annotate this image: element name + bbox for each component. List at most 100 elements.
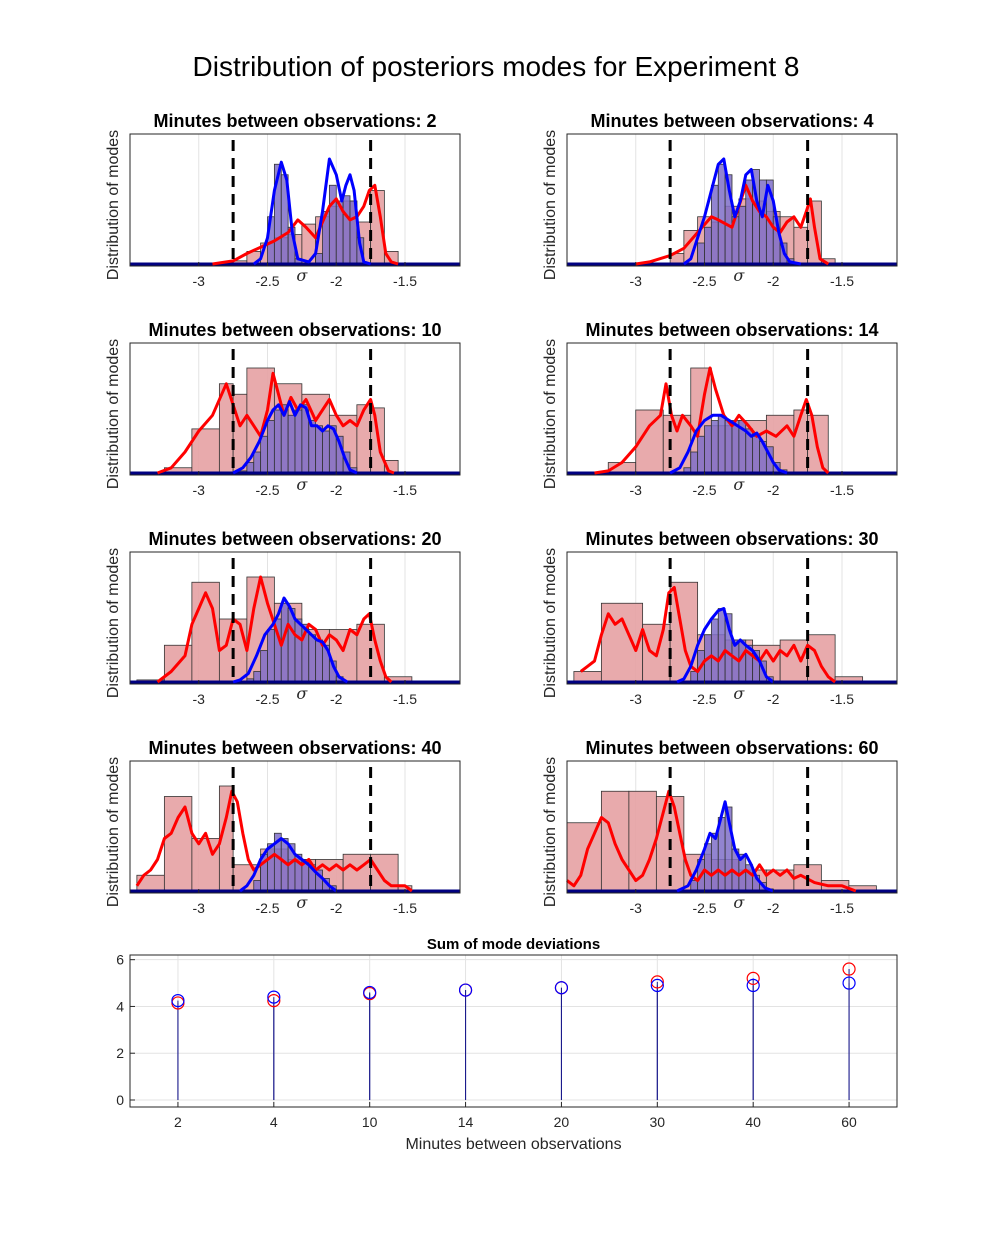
red-density-curve [135,789,413,893]
axes-frame [566,551,898,685]
red-hist-bar [342,853,372,892]
stem-marker [267,990,281,1004]
x-tick-label: -2.5 [255,273,279,289]
x-tick-label: -2.5 [692,691,716,707]
y-axis-label: Distribution of modes [542,339,559,489]
red-density-curve [579,586,837,684]
blue-hist-bar [287,414,296,474]
blue-density-curve [676,607,775,684]
blue-hist-bar [710,184,719,265]
blue-hist-bar [273,409,282,474]
blue-hist-bar [690,451,699,474]
stem-x-axis-label: Minutes between observations [405,1136,621,1153]
x-tick-label: 14 [458,1114,474,1130]
x-tick-label: -3 [193,482,206,498]
x-tick-label: -1.5 [830,900,854,916]
blue-hist-bar [267,629,275,683]
blue-hist-bar [717,163,726,265]
stem-marker [746,971,760,985]
x-tick-label: -3 [193,273,206,289]
stem-marker [267,993,281,1008]
blue-hist-bar [710,832,719,892]
blue-hist-bar [717,414,726,474]
blue-hist-bar [253,880,262,892]
stem-marker [842,976,856,990]
x-tick-label: 60 [841,1114,857,1130]
blue-hist-bar [294,409,303,474]
x-tick-label: 10 [362,1114,378,1130]
x-tick-label: -2.5 [255,691,279,707]
x-tick-label: -2 [330,691,343,707]
stem-plot-area [130,955,897,1107]
x-tick-label: -2 [767,273,780,289]
histogram-panel: -3 -2.5 -2 -1.5 Minutes between observations… [105,738,461,916]
x-tick-label: 4 [270,1114,278,1130]
blue-hist-bar [704,226,712,265]
x-tick-label: -2 [330,900,343,916]
panel-title: Minutes between observations: 20 [148,529,441,549]
histogram-panel: -3 -2.5 -2 -1.5 Minutes between observations… [542,320,898,498]
y-tick-label: 2 [116,1045,124,1061]
x-tick-label: -2.5 [255,900,279,916]
blue-hist-bar [697,242,705,265]
y-tick-label: 0 [116,1092,124,1108]
blue-hist-bar [308,634,317,683]
panel-title: Minutes between observations: 2 [153,111,436,131]
panel-title: Minutes between observations: 60 [585,738,878,758]
y-tick-label: 6 [116,952,124,968]
blue-density-curve [682,157,802,266]
histogram-panel: -3 -2.5 -2 -1.5 Minutes between observations… [105,111,461,289]
axes-frame [566,342,898,476]
x-tick-label: 20 [554,1114,570,1130]
red-hist-bar [356,404,372,474]
x-tick-label: 2 [174,1114,182,1130]
stem-marker [650,975,664,989]
x-tick-label: -2.5 [692,273,716,289]
x-tick-label: -3 [193,691,206,707]
x-axis-label: σ [296,893,308,912]
blue-hist-bar [315,425,323,474]
blue-density-curve [232,596,349,684]
y-tick-label: 4 [116,998,124,1014]
x-axis-label: σ [296,475,308,494]
stem-marker [842,962,856,976]
blue-hist-bar [752,435,760,474]
blue-hist-bar [704,425,712,474]
red-hist-bar [662,414,692,474]
blue-hist-bar [724,420,733,474]
axes-frame [129,760,461,894]
blue-hist-bar [697,435,705,474]
x-tick-label: -1.5 [830,273,854,289]
blue-hist-bar [260,435,268,474]
x-tick-label: -3 [630,691,643,707]
blue-hist-bar [342,195,351,265]
stem-marker [458,983,473,997]
axes-frame [129,551,461,685]
red-hist-bar [807,634,836,683]
stem-plot-title: Sum of mode deviations [427,936,600,953]
axes-frame [129,133,461,267]
red-density-curve [156,371,395,475]
stem-marker [650,978,664,993]
x-axis-label: σ [733,266,745,285]
figure-title: Distribution of posteriors modes for Exp… [193,51,800,82]
blue-hist-bar [717,608,726,683]
blue-hist-bar [690,880,699,892]
histogram-panel: -3 -2.5 -2 -1.5 Minutes between observations… [542,111,898,289]
x-tick-label: -2.5 [692,482,716,498]
x-tick-label: -1.5 [830,482,854,498]
y-axis-label: Distribution of modes [542,548,559,698]
x-tick-label: -2.5 [692,900,716,916]
axes-frame [566,133,898,267]
y-axis-label: Distribution of modes [542,757,559,907]
red-hist-bar [573,671,602,683]
histogram-panel: -3 -2.5 -2 -1.5 Minutes between observations… [542,529,898,707]
x-axis-label: σ [733,684,745,703]
red-density-curve [594,366,830,475]
x-tick-label: -2 [767,482,780,498]
blue-hist-bar [690,671,699,683]
x-tick-label: -1.5 [393,691,417,707]
blue-hist-bar [253,671,262,683]
histogram-panel: -3 -2.5 -2 -1.5 Minutes between observations… [542,738,898,916]
